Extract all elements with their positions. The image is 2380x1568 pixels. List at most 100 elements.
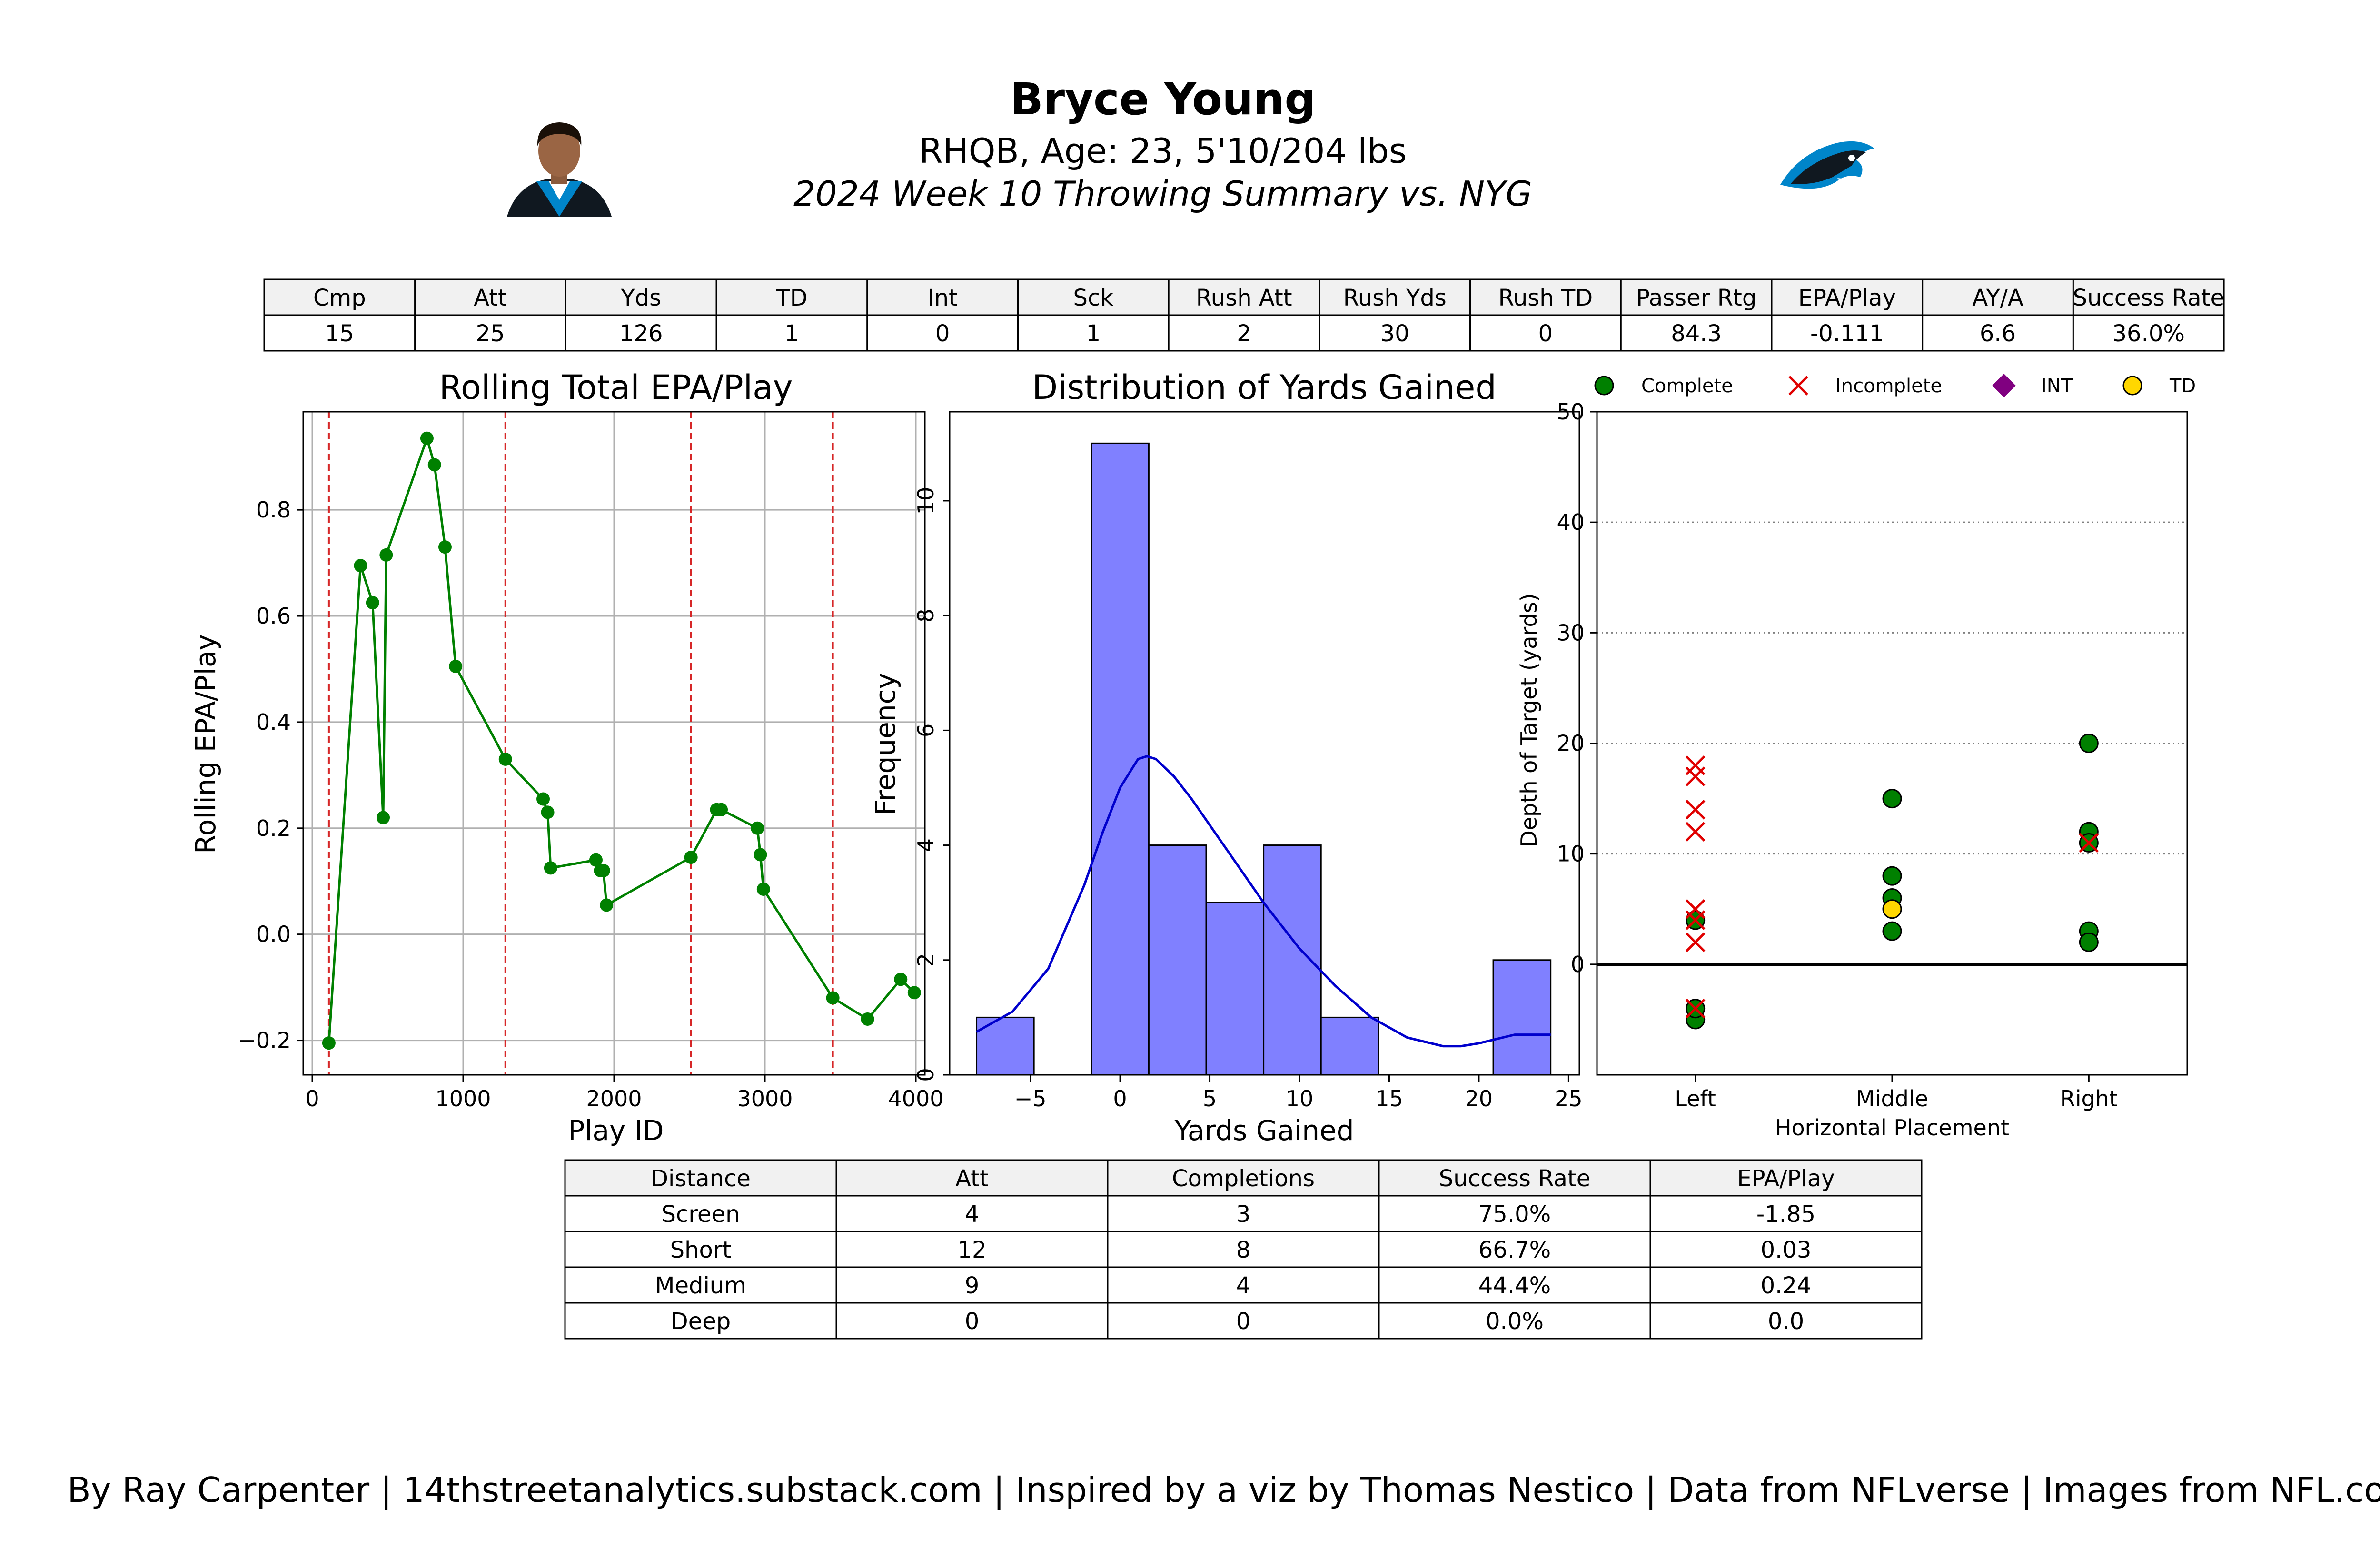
- yards-distribution-title: Distribution of Yards Gained: [1032, 368, 1497, 407]
- summary-table-cell-value: 0: [935, 320, 950, 347]
- target-scatter-point-incomplete: [1685, 998, 1706, 1019]
- target-scatter-ytick-label: 10: [1557, 841, 1585, 867]
- game-subtitle: 2024 Week 10 Throwing Summary vs. NYG: [793, 174, 1532, 214]
- summary-table-cell-value: 2: [1237, 320, 1251, 347]
- distance-table-cell-value: 44.4%: [1478, 1272, 1551, 1299]
- target-scatter-ytick-label: 0: [1571, 952, 1585, 977]
- yards-distribution-ytick-label: 10: [913, 487, 939, 515]
- distance-table-cell: [835, 1266, 1109, 1304]
- footer-credits: By Ray Carpenter | 14thstreetanalytics.s…: [67, 1470, 2380, 1510]
- rolling-epa-ytick-label: 0.0: [256, 922, 291, 947]
- distance-table-header-cell: [564, 1159, 837, 1197]
- yards-distribution-xtick-label: 5: [1203, 1086, 1217, 1111]
- target-scatter-point-complete: [1882, 866, 1902, 886]
- distance-table-cell: [1378, 1195, 1651, 1232]
- summary-table: Cmp Att Yds TD Int Sck Rush Att Rush Yds Rush TD…: [263, 278, 2225, 352]
- summary-table-header-cell: [715, 278, 868, 316]
- target-scatter-point-incomplete: [1685, 910, 1706, 930]
- legend-marker-complete: [1594, 376, 1614, 396]
- rolling-epa-ytick-label: 0.2: [256, 815, 291, 841]
- legend-label-complete: Complete: [1641, 375, 1733, 397]
- summary-table-cell-value: -0.111: [1810, 320, 1884, 347]
- distance-table-header-cell: [1649, 1159, 1923, 1197]
- distance-table-cell-value: 0.24: [1761, 1272, 1812, 1299]
- yards-distribution-ylabel: Frequency: [869, 673, 902, 815]
- distance-table-cell-value: Short: [670, 1237, 732, 1263]
- rolling-epa-point: [684, 851, 698, 864]
- distance-table-cell-value: 8: [1236, 1237, 1251, 1263]
- rolling-epa-xtick-label: 3000: [737, 1086, 793, 1111]
- summary-table-header-cell: [2072, 278, 2225, 316]
- distance-table-cell-value: 4: [1236, 1272, 1251, 1299]
- distance-table-cell: [1649, 1231, 1923, 1268]
- distance-table-header-label: Completions: [1172, 1165, 1315, 1192]
- rolling-epa-point: [596, 863, 610, 877]
- yards-distribution-ytick-label: 0: [913, 1068, 939, 1082]
- target-scatter-points: [1685, 734, 2099, 1030]
- rolling-epa-xtick-label: 2000: [586, 1086, 642, 1111]
- target-scatter-ytick-label: 50: [1557, 399, 1585, 425]
- distance-table-cell: [1649, 1302, 1923, 1340]
- target-scatter-xtick-label: Middle: [1856, 1086, 1928, 1111]
- rolling-epa-ytick-label: 0.4: [256, 709, 291, 735]
- summary-table-header-label: Passer Rtg: [1636, 285, 1756, 311]
- distance-table-cell: [564, 1266, 837, 1304]
- yards-distribution-ytick-label: 8: [913, 609, 939, 623]
- rolling-epa-point: [826, 991, 840, 1005]
- distance-table-header-label: EPA/Play: [1737, 1165, 1835, 1192]
- distance-table-cell-value: 3: [1236, 1201, 1251, 1228]
- distance-table-cell-value: 9: [965, 1272, 980, 1299]
- summary-table-header-label: Rush TD: [1498, 285, 1593, 311]
- distance-table-cell-value: Medium: [655, 1272, 746, 1299]
- summary-table-cell-value: 36.0%: [2112, 320, 2185, 347]
- distance-table-header-label: Success Rate: [1439, 1165, 1591, 1192]
- distance-table-cell: [1378, 1302, 1651, 1340]
- yards-distribution-bar: [1263, 844, 1322, 1076]
- target-scatter-legend: Complete Incomplete INT TD: [1594, 374, 2196, 397]
- summary-table-cell: [1319, 314, 1471, 352]
- rolling-epa-point: [589, 853, 603, 867]
- target-scatter-point-incomplete: [1685, 932, 1706, 953]
- target-scatter-point-incomplete: [1685, 822, 1706, 842]
- distance-table-cell-value: 4: [965, 1201, 980, 1228]
- summary-table-header-label: Att: [474, 285, 507, 311]
- rolling-epa-point: [498, 752, 512, 766]
- rolling-epa-point: [536, 792, 550, 806]
- rolling-epa-point: [756, 882, 770, 896]
- summary-table-header-label: Rush Yds: [1343, 285, 1447, 311]
- summary-table-cell: [715, 314, 868, 352]
- summary-table-cell: [1771, 314, 1924, 352]
- summary-table-header-label: Rush Att: [1196, 285, 1292, 311]
- yards-distribution-xtick-label: 10: [1286, 1086, 1314, 1111]
- yards-distribution-frame: [949, 411, 1580, 1076]
- distance-table-cell-value: 0.0%: [1486, 1308, 1544, 1335]
- yards-distribution-xtick-label: 25: [1555, 1086, 1583, 1111]
- distance-table-cell: [835, 1195, 1109, 1232]
- rolling-epa-chart: 0 1000 2000 3000 4000 −0.2 0.0 0.2 0.4 0.6 0.8: [238, 411, 944, 1111]
- target-scatter-xlabel: Horizontal Placement: [1775, 1115, 2009, 1141]
- rolling-epa-ticks: 0 1000 2000 3000 4000 −0.2 0.0 0.2 0.4 0.6 0.8: [238, 497, 943, 1111]
- summary-table-cell: [1469, 314, 1622, 352]
- rolling-epa-ylabel: Rolling EPA/Play: [189, 634, 222, 854]
- yards-distribution-ytick-label: 4: [913, 838, 939, 852]
- rolling-epa-point: [600, 898, 614, 912]
- summary-table-header-label: AY/A: [1972, 285, 2023, 311]
- rolling-epa-point: [894, 973, 908, 986]
- target-scatter-ticks: 0 10 20 30 40 50 Left Middle Right: [1557, 399, 2117, 1111]
- target-scatter-ytick-label: 30: [1557, 620, 1585, 645]
- distance-table-cell-value: Deep: [671, 1308, 731, 1335]
- distance-table-cell-value: Screen: [661, 1201, 740, 1228]
- legend-label-int: INT: [2041, 375, 2073, 397]
- summary-table-cell-value: 1: [784, 320, 799, 347]
- rolling-epa-point: [754, 848, 767, 862]
- target-scatter-ytick-label: 40: [1557, 509, 1585, 535]
- rolling-epa-point: [377, 811, 390, 824]
- target-scatter-point-incomplete: [1685, 800, 1706, 820]
- summary-table-header-label: Cmp: [313, 285, 366, 311]
- yards-distribution-xlabel: Yards Gained: [1174, 1114, 1354, 1147]
- summary-table-header-cell: [1017, 278, 1170, 316]
- target-scatter-point-complete: [1882, 789, 1902, 809]
- distance-table-cell-value: 66.7%: [1478, 1237, 1551, 1263]
- summary-table-cell-value: 84.3: [1671, 320, 1722, 347]
